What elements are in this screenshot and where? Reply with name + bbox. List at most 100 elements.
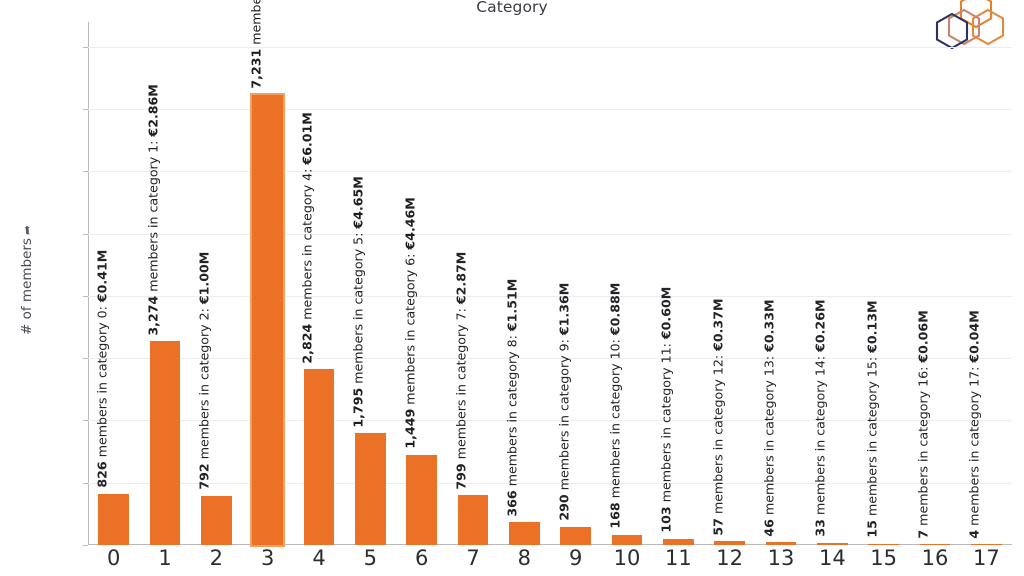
- gridline: [88, 233, 1012, 235]
- gridline: [88, 295, 1012, 297]
- annotation-count: 103: [658, 506, 674, 533]
- bar[interactable]: [714, 541, 746, 545]
- x-tick-label: 12: [716, 546, 744, 570]
- annotation-text: members in category 12:: [710, 350, 726, 518]
- annotation-amount: €4.46M: [402, 197, 418, 250]
- x-axis-line: [88, 544, 1012, 545]
- pin-icon: ➦: [19, 224, 35, 236]
- annotation-count: 46: [761, 518, 777, 537]
- bar[interactable]: [765, 542, 797, 545]
- annotation-amount: €1.51M: [504, 278, 520, 331]
- y-tick-mark: [83, 482, 88, 484]
- gridline: [88, 358, 1012, 360]
- x-tick-label: 0: [106, 546, 121, 570]
- x-tick-label: 9: [568, 546, 583, 570]
- bar[interactable]: [457, 495, 489, 545]
- y-tick-mark: [83, 295, 88, 297]
- bar[interactable]: [508, 522, 540, 545]
- y-axis-label: # of members ➦: [14, 190, 40, 370]
- bar[interactable]: [303, 369, 335, 545]
- annotation-text: members in category 3:: [248, 0, 263, 49]
- annotation-amount: €0.26M: [812, 299, 828, 353]
- x-tick-label: 5: [363, 546, 378, 570]
- annotation-text: members in category 0:: [94, 302, 110, 462]
- annotation-text: members in category 16:: [915, 362, 931, 530]
- bar[interactable]: [816, 542, 848, 545]
- gridline: [88, 46, 1012, 48]
- annotation-text: members in category 15:: [864, 353, 880, 521]
- chart-title: Category: [476, 0, 548, 16]
- annotation-count: 7,231: [248, 48, 264, 89]
- annotation-amount: €0.88M: [607, 282, 623, 336]
- bar[interactable]: [868, 544, 900, 545]
- annotation-count: 15: [864, 520, 880, 539]
- annotation-count: 4: [966, 529, 982, 539]
- y-tick-mark: [83, 46, 88, 48]
- y-tick-mark: [83, 545, 88, 546]
- x-tick-label: 16: [921, 546, 949, 570]
- bar[interactable]: [611, 534, 643, 545]
- annotation-count: 792: [196, 463, 212, 490]
- annotation-count: 7: [915, 529, 931, 539]
- x-tick-label: 13: [767, 546, 795, 570]
- annotation-text: members in category 17:: [966, 362, 982, 530]
- annotation-text: members in category 9:: [556, 335, 572, 495]
- annotation-count: 799: [453, 462, 469, 490]
- annotation-text: members in category 10:: [607, 335, 623, 503]
- annotation-amount: €2.86M: [145, 83, 161, 137]
- annotation-count: 1,795: [350, 387, 366, 428]
- bar[interactable]: [970, 544, 1002, 545]
- bar[interactable]: [149, 341, 181, 545]
- y-tick-mark: [83, 171, 88, 173]
- y-tick-mark: [83, 358, 88, 360]
- x-tick-label: 2: [209, 546, 224, 570]
- annotation-count: 33: [812, 519, 828, 537]
- x-tick-label: 14: [818, 546, 846, 570]
- gridline: [88, 171, 1012, 173]
- annotation-text: members in category 13:: [761, 351, 777, 519]
- annotation-text: members in category 14:: [812, 352, 828, 520]
- bar[interactable]: [98, 493, 130, 545]
- y-tick-mark: [83, 233, 88, 235]
- bar[interactable]: [200, 495, 232, 545]
- annotation-amount: €6.01M: [299, 111, 315, 165]
- x-tick-label: 10: [613, 546, 641, 570]
- x-tick-label: 11: [664, 546, 692, 570]
- annotation-count: 366: [504, 489, 520, 517]
- annotation-text: members in category 1:: [145, 136, 161, 296]
- annotation-count: 290: [556, 494, 572, 521]
- gridline: [88, 482, 1012, 484]
- annotation-count: 168: [607, 502, 623, 529]
- x-tick-label: 3: [260, 546, 275, 570]
- annotation-count: 57: [710, 517, 726, 536]
- annotation-amount: €0.41M: [94, 249, 110, 303]
- y-tick-mark: [83, 420, 88, 422]
- bar[interactable]: [406, 454, 438, 545]
- annotation-text: members in category 6:: [402, 249, 418, 409]
- plot-area: 826 members in category 0: €0.41M 3,274 m…: [83, 0, 1012, 546]
- x-tick-label: 15: [870, 546, 898, 570]
- x-tick-label: 7: [466, 546, 480, 570]
- annotation-amount: €1.00M: [196, 251, 212, 305]
- y-axis-label-text: # of members: [19, 238, 35, 336]
- annotation-text: members in category 4:: [299, 164, 315, 324]
- annotation-text: members in category 8:: [504, 330, 520, 490]
- bar[interactable]: [252, 94, 284, 545]
- bar[interactable]: [354, 433, 386, 545]
- annotation-count: 1,449: [402, 408, 418, 449]
- annotation-text: members in category 11:: [658, 339, 674, 507]
- annotation-amount: €0.06M: [915, 309, 931, 363]
- bar[interactable]: [560, 526, 592, 545]
- gridline: [88, 420, 1012, 422]
- x-tick-label: 6: [414, 546, 429, 570]
- gridline: [88, 109, 1012, 111]
- annotation-amount: €0.04M: [966, 309, 982, 363]
- bar[interactable]: [662, 538, 694, 545]
- annotation-amount: €2.87M: [453, 251, 469, 304]
- annotation-text: members in category 7:: [453, 303, 469, 463]
- bar[interactable]: [919, 544, 951, 545]
- annotation-amount: €0.37M: [710, 298, 726, 351]
- annotation-count: 2,824: [299, 323, 315, 364]
- annotation-text: members in category 5:: [350, 228, 366, 388]
